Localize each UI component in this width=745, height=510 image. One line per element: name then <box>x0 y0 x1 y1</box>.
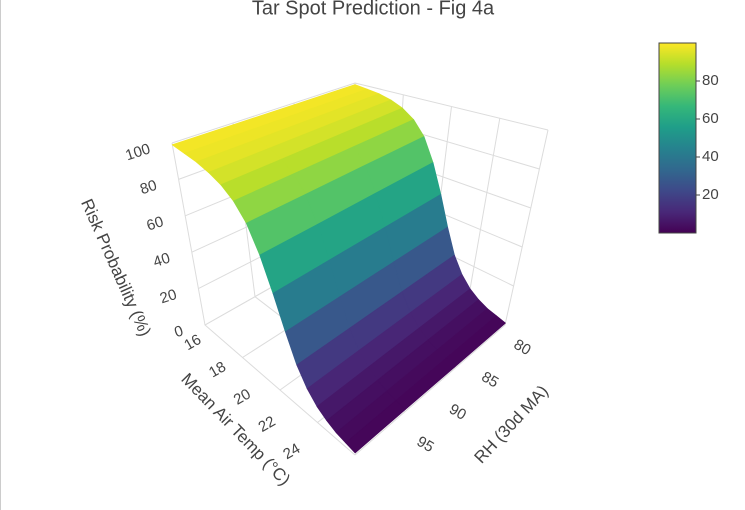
z-tick-label: 20 <box>158 286 179 307</box>
x-tick-label: 85 <box>478 368 501 391</box>
colorbar-tick-label: 80 <box>702 72 719 89</box>
z-tick-label: 60 <box>145 213 166 234</box>
grid-line <box>354 129 549 456</box>
colorbar-tick-label: 40 <box>702 148 719 165</box>
x-axis-title: RH (30d MA) <box>470 382 552 467</box>
surface <box>171 84 506 454</box>
y-tick-label: 16 <box>181 331 204 354</box>
x-tick-label: 95 <box>414 433 437 456</box>
y-tick-label: 22 <box>256 413 279 436</box>
x-tick-label: 80 <box>511 336 534 359</box>
chart-title: Tar Spot Prediction - Fig 4a <box>252 0 495 19</box>
z-tick-label: 40 <box>151 250 172 271</box>
colorbar-gradient <box>658 42 697 234</box>
z-tick-label: 80 <box>138 177 159 198</box>
z-tick-label: 100 <box>123 140 152 164</box>
colorbar: 20 40 60 80 <box>658 42 719 234</box>
z-axis-title: Risk Probability (%) <box>77 196 155 339</box>
x-tick-label: 90 <box>446 401 469 424</box>
y-tick-label: 18 <box>206 358 229 381</box>
colorbar-tick-label: 20 <box>702 186 719 203</box>
surface-cell <box>345 400 406 454</box>
y-tick-label: 20 <box>231 386 254 409</box>
y-tick-label: 24 <box>280 440 303 463</box>
colorbar-tick-label: 60 <box>702 110 719 127</box>
